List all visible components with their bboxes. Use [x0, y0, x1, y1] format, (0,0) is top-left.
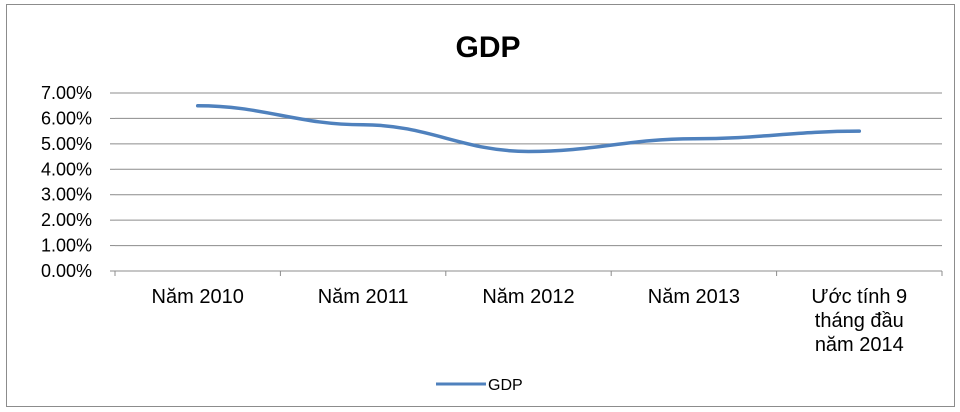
y-tick-label: 1.00% [41, 236, 92, 256]
x-category-label: Năm 2012 [482, 286, 574, 308]
y-tick-label: 0.00% [41, 261, 92, 281]
data-point [527, 149, 530, 153]
x-category-label: Ước tính 9 tháng đầu năm 2014 [811, 286, 907, 356]
data-point [692, 137, 696, 141]
y-tick-label: 7.00% [41, 83, 92, 103]
legend: GDP [436, 377, 523, 394]
series-line-gdp [195, 103, 862, 154]
data-point [857, 129, 861, 133]
y-tick-label: 6.00% [41, 108, 92, 128]
y-tick-label: 3.00% [41, 185, 92, 205]
y-tick-label: 4.00% [41, 159, 92, 179]
x-category-label: Năm 2011 [318, 286, 409, 308]
x-category-label: Năm 2010 [152, 286, 244, 308]
chart-title: GDP [455, 31, 520, 64]
chart-frame [6, 4, 955, 407]
y-tick-label: 2.00% [41, 210, 92, 230]
legend-label: GDP [488, 377, 523, 394]
x-category-label: Năm 2013 [648, 286, 740, 308]
data-point [361, 123, 365, 127]
y-tick-label: 5.00% [41, 134, 92, 154]
data-point [196, 104, 200, 108]
